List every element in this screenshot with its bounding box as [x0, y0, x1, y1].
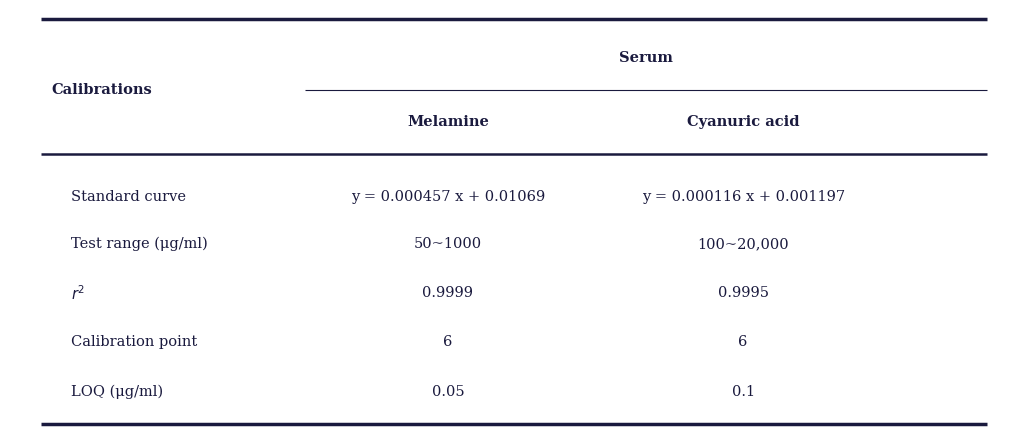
Text: 6: 6 — [738, 336, 748, 349]
Text: Calibrations: Calibrations — [51, 83, 152, 97]
Text: Calibration point: Calibration point — [71, 336, 197, 349]
Text: Serum: Serum — [620, 51, 673, 65]
Text: Melamine: Melamine — [407, 115, 489, 129]
Text: y = 0.000116 x + 0.001197: y = 0.000116 x + 0.001197 — [641, 190, 845, 204]
Text: 0.9995: 0.9995 — [718, 286, 769, 300]
Text: 6: 6 — [443, 336, 453, 349]
Text: y = 0.000457 x + 0.01069: y = 0.000457 x + 0.01069 — [351, 190, 545, 204]
Text: Standard curve: Standard curve — [71, 190, 186, 204]
Text: 100~20,000: 100~20,000 — [697, 237, 789, 251]
Text: Test range (μg/ml): Test range (μg/ml) — [71, 237, 208, 251]
Text: 50~1000: 50~1000 — [414, 237, 482, 251]
Text: LOQ (μg/ml): LOQ (μg/ml) — [71, 384, 163, 399]
Text: 0.1: 0.1 — [732, 385, 754, 398]
Text: $r^2$: $r^2$ — [71, 284, 86, 303]
Text: 0.05: 0.05 — [432, 385, 464, 398]
Text: Cyanuric acid: Cyanuric acid — [687, 115, 799, 129]
Text: 0.9999: 0.9999 — [422, 286, 473, 300]
